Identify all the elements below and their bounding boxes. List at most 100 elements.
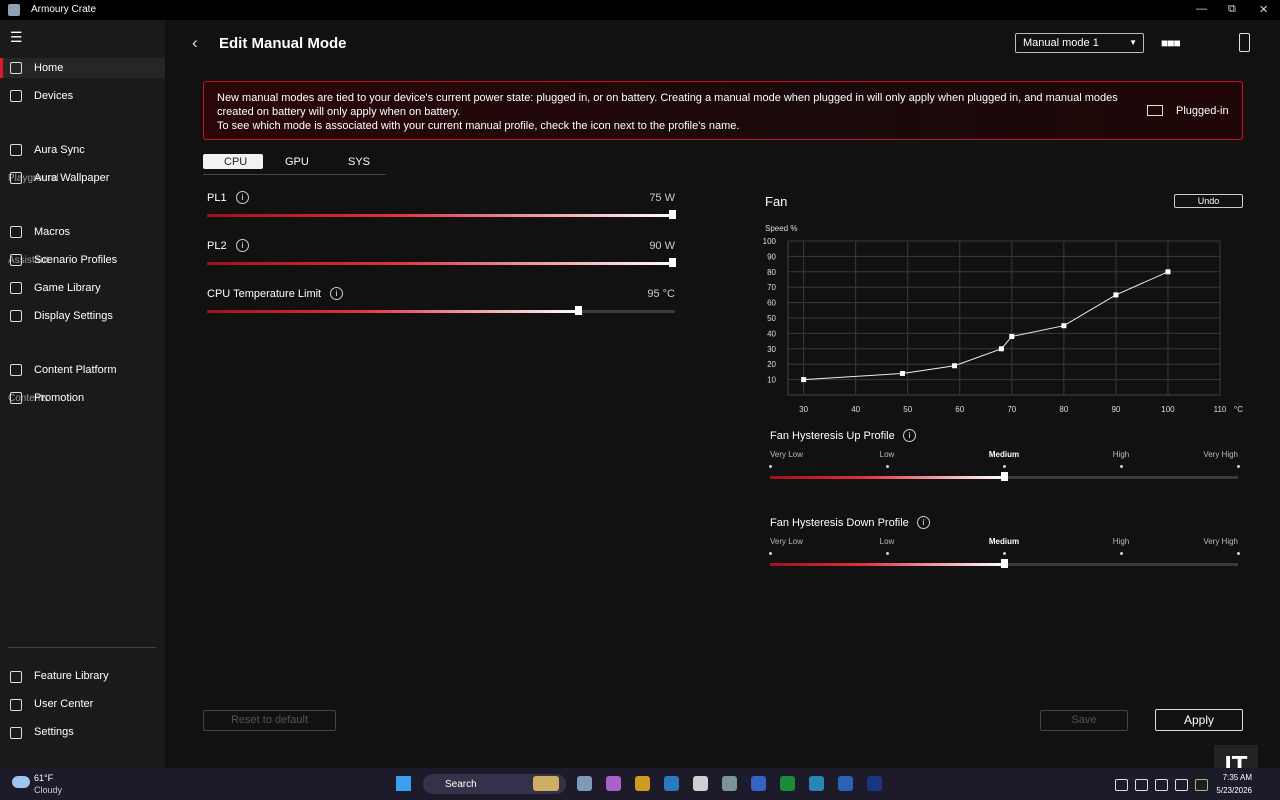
tray-icon[interactable]	[1175, 779, 1188, 791]
curve-point[interactable]	[1009, 333, 1015, 339]
slider-track[interactable]	[207, 258, 676, 267]
taskbar-icon[interactable]	[751, 776, 766, 791]
info-icon: i	[330, 287, 343, 300]
sidebar-item[interactable]: Promotion	[34, 392, 85, 404]
taskbar-icon[interactable]	[533, 776, 559, 791]
slider-track[interactable]	[207, 306, 675, 315]
separator	[8, 647, 156, 648]
curve-point[interactable]	[1061, 323, 1067, 329]
back-button[interactable]: ‹	[192, 33, 198, 52]
level-label[interactable]: Medium	[988, 537, 1020, 546]
restore[interactable]: ⧉	[1228, 3, 1236, 15]
slider-label: PL2	[207, 240, 227, 252]
sidebar-item[interactable]: Devices	[34, 90, 74, 102]
x-tick-label: 60	[955, 405, 964, 414]
hysteresis-track[interactable]	[770, 559, 1238, 568]
x-tick-label: 40	[851, 405, 860, 414]
tray-icon[interactable]	[1115, 779, 1128, 791]
tray-icon[interactable]	[1155, 779, 1168, 791]
sidebar-icon	[10, 172, 22, 184]
hysteresis-track[interactable]	[770, 472, 1238, 481]
y-tick-label: 50	[767, 314, 776, 323]
curve-point[interactable]	[801, 377, 807, 383]
slider-thumb[interactable]	[1001, 472, 1008, 481]
curve-point[interactable]	[900, 370, 906, 376]
sidebar-item[interactable]: Content Platform	[34, 364, 117, 376]
minimize[interactable]: —	[1196, 3, 1207, 15]
slider-track[interactable]	[207, 210, 676, 219]
plug-icon	[1147, 105, 1163, 116]
level-label[interactable]: Very High	[1203, 537, 1238, 546]
level-label[interactable]: High	[1112, 450, 1130, 459]
taskbar-icon[interactable]	[809, 776, 824, 791]
curve-point[interactable]	[998, 346, 1004, 352]
reset-button[interactable]: Reset to default	[203, 710, 336, 731]
device-icon[interactable]	[1239, 33, 1250, 52]
curve-point[interactable]	[952, 363, 958, 369]
taskbar-icon[interactable]	[867, 776, 882, 791]
x-tick-label: 70	[1007, 405, 1016, 414]
temperature: 61°F	[34, 773, 54, 783]
sidebar-item[interactable]: Macros	[34, 226, 71, 238]
taskbar-icon[interactable]	[780, 776, 795, 791]
weather-icon	[12, 776, 30, 788]
level-label[interactable]: Low	[879, 537, 895, 546]
tab[interactable]: CPU	[224, 156, 248, 168]
slider-thumb[interactable]	[669, 210, 676, 219]
fan-curve	[803, 271, 1169, 381]
sidebar-item[interactable]: Game Library	[34, 282, 101, 294]
mode-select-text: Manual mode 1	[1023, 37, 1099, 49]
sidebar-item[interactable]: Feature Library	[34, 670, 109, 682]
slider-label: PL1	[207, 192, 227, 204]
slider-label: CPU Temperature Limit	[207, 288, 322, 300]
sidebar-item[interactable]: Aura Wallpaper	[34, 172, 110, 184]
curve-point[interactable]	[1165, 269, 1171, 275]
slider-thumb[interactable]	[575, 306, 583, 315]
level-label[interactable]: Low	[879, 450, 895, 459]
close[interactable]: ✕	[1259, 4, 1269, 16]
save-button[interactable]: Save	[1040, 710, 1128, 731]
curve-point[interactable]	[1113, 292, 1119, 298]
tab[interactable]: GPU	[285, 156, 309, 168]
sidebar-item[interactable]: Home	[34, 62, 64, 74]
taskbar-icon[interactable]	[635, 776, 650, 791]
taskbar-icon[interactable]	[838, 776, 853, 791]
taskbar-icon[interactable]	[722, 776, 737, 791]
undo-button[interactable]: Undo	[1174, 194, 1243, 208]
taskbar-icon[interactable]	[693, 776, 708, 791]
tray-icon[interactable]	[1195, 779, 1208, 791]
slider-thumb[interactable]	[669, 258, 676, 267]
search-box[interactable]	[423, 774, 566, 794]
level-label[interactable]: High	[1112, 537, 1130, 546]
sidebar-icon	[10, 392, 22, 404]
search-text: Search	[445, 779, 477, 790]
more-button[interactable]: ■■■	[1161, 36, 1181, 50]
taskbar-icon[interactable]	[664, 776, 679, 791]
x-tick-label: 100	[1161, 405, 1175, 414]
y-axis-label: Speed %	[765, 224, 797, 233]
level-label[interactable]: Very Low	[770, 537, 803, 546]
sidebar-item[interactable]: Display Settings	[34, 310, 113, 322]
y-tick-label: 20	[767, 360, 776, 369]
sidebar-item[interactable]: User Center	[34, 698, 94, 710]
menu-button[interactable]: ☰	[10, 29, 23, 45]
level-label[interactable]: Very High	[1203, 450, 1238, 459]
sidebar-item[interactable]: Aura Sync	[34, 144, 85, 156]
tab[interactable]: SYS	[348, 156, 371, 168]
sidebar-heading: Contents	[8, 393, 49, 404]
level-label[interactable]: Medium	[988, 450, 1020, 459]
apply-button[interactable]: Apply	[1155, 709, 1243, 731]
level-label[interactable]: Very Low	[770, 450, 803, 459]
sidebar-icon	[10, 310, 22, 322]
taskbar-icon[interactable]	[606, 776, 621, 791]
start-button[interactable]	[396, 776, 411, 791]
page-title: Edit Manual Mode	[219, 35, 347, 52]
mode-select[interactable]: Manual mode 1 ▼	[1015, 33, 1144, 53]
slider-thumb[interactable]	[1001, 559, 1008, 568]
sidebar-item[interactable]: Scenario Profiles	[34, 254, 118, 266]
tray-icon[interactable]	[1135, 779, 1148, 791]
sidebar-item[interactable]: Settings	[34, 726, 74, 738]
taskbar-icon[interactable]	[577, 776, 592, 791]
slider-fill	[770, 563, 1004, 566]
